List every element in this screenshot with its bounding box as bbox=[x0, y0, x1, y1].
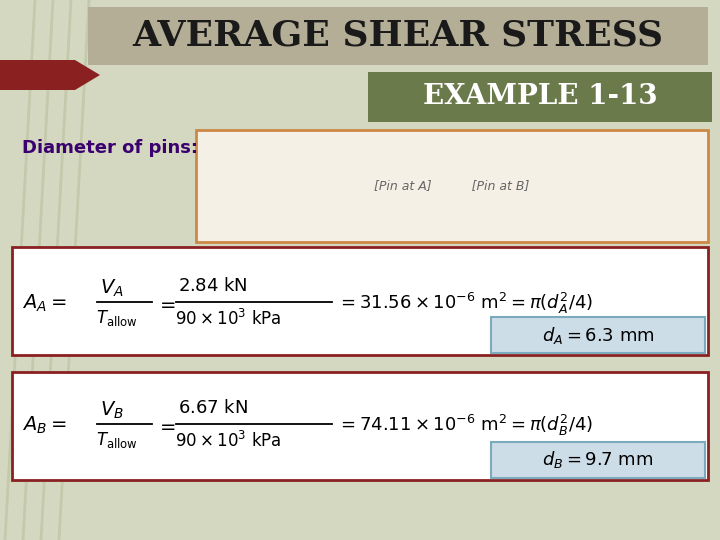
Text: $6.67\ \mathrm{kN}$: $6.67\ \mathrm{kN}$ bbox=[178, 399, 248, 417]
Text: $=$: $=$ bbox=[156, 415, 176, 435]
Text: $=$: $=$ bbox=[156, 294, 176, 313]
Text: $90 \times 10^3\ \mathrm{kPa}$: $90 \times 10^3\ \mathrm{kPa}$ bbox=[175, 309, 282, 329]
FancyBboxPatch shape bbox=[491, 317, 705, 353]
Text: [Pin at A]          [Pin at B]: [Pin at A] [Pin at B] bbox=[374, 179, 530, 192]
Text: $A_A =$: $A_A =$ bbox=[22, 292, 66, 314]
Text: $V_B$: $V_B$ bbox=[100, 400, 124, 421]
Text: $= 74.11 \times 10^{-6}\ \mathrm{m}^2 = \pi(d_B^2/4)$: $= 74.11 \times 10^{-6}\ \mathrm{m}^2 = … bbox=[337, 413, 593, 437]
Text: AVERAGE SHEAR STRESS: AVERAGE SHEAR STRESS bbox=[132, 19, 664, 53]
FancyBboxPatch shape bbox=[12, 247, 708, 355]
Text: Diameter of pins:: Diameter of pins: bbox=[22, 139, 198, 157]
Text: $V_A$: $V_A$ bbox=[100, 278, 124, 299]
FancyBboxPatch shape bbox=[88, 7, 708, 65]
Text: $90 \times 10^3\ \mathrm{kPa}$: $90 \times 10^3\ \mathrm{kPa}$ bbox=[175, 431, 282, 451]
Text: $T_{\mathrm{allow}}$: $T_{\mathrm{allow}}$ bbox=[96, 430, 138, 450]
Text: $d_A = 6.3\ \mathrm{mm}$: $d_A = 6.3\ \mathrm{mm}$ bbox=[541, 325, 654, 346]
Text: $2.84\ \mathrm{kN}$: $2.84\ \mathrm{kN}$ bbox=[178, 277, 248, 295]
Polygon shape bbox=[0, 60, 100, 90]
Text: $d_B = 9.7\ \mathrm{mm}$: $d_B = 9.7\ \mathrm{mm}$ bbox=[542, 449, 654, 470]
FancyBboxPatch shape bbox=[491, 442, 705, 478]
FancyBboxPatch shape bbox=[12, 372, 708, 480]
FancyBboxPatch shape bbox=[368, 72, 712, 122]
Text: $= 31.56 \times 10^{-6}\ \mathrm{m}^2 = \pi(d_A^2/4)$: $= 31.56 \times 10^{-6}\ \mathrm{m}^2 = … bbox=[337, 291, 593, 315]
Text: $A_B =$: $A_B =$ bbox=[22, 414, 66, 436]
Text: EXAMPLE 1-13: EXAMPLE 1-13 bbox=[423, 84, 657, 111]
FancyBboxPatch shape bbox=[196, 130, 708, 242]
Text: $T_{\mathrm{allow}}$: $T_{\mathrm{allow}}$ bbox=[96, 308, 138, 328]
